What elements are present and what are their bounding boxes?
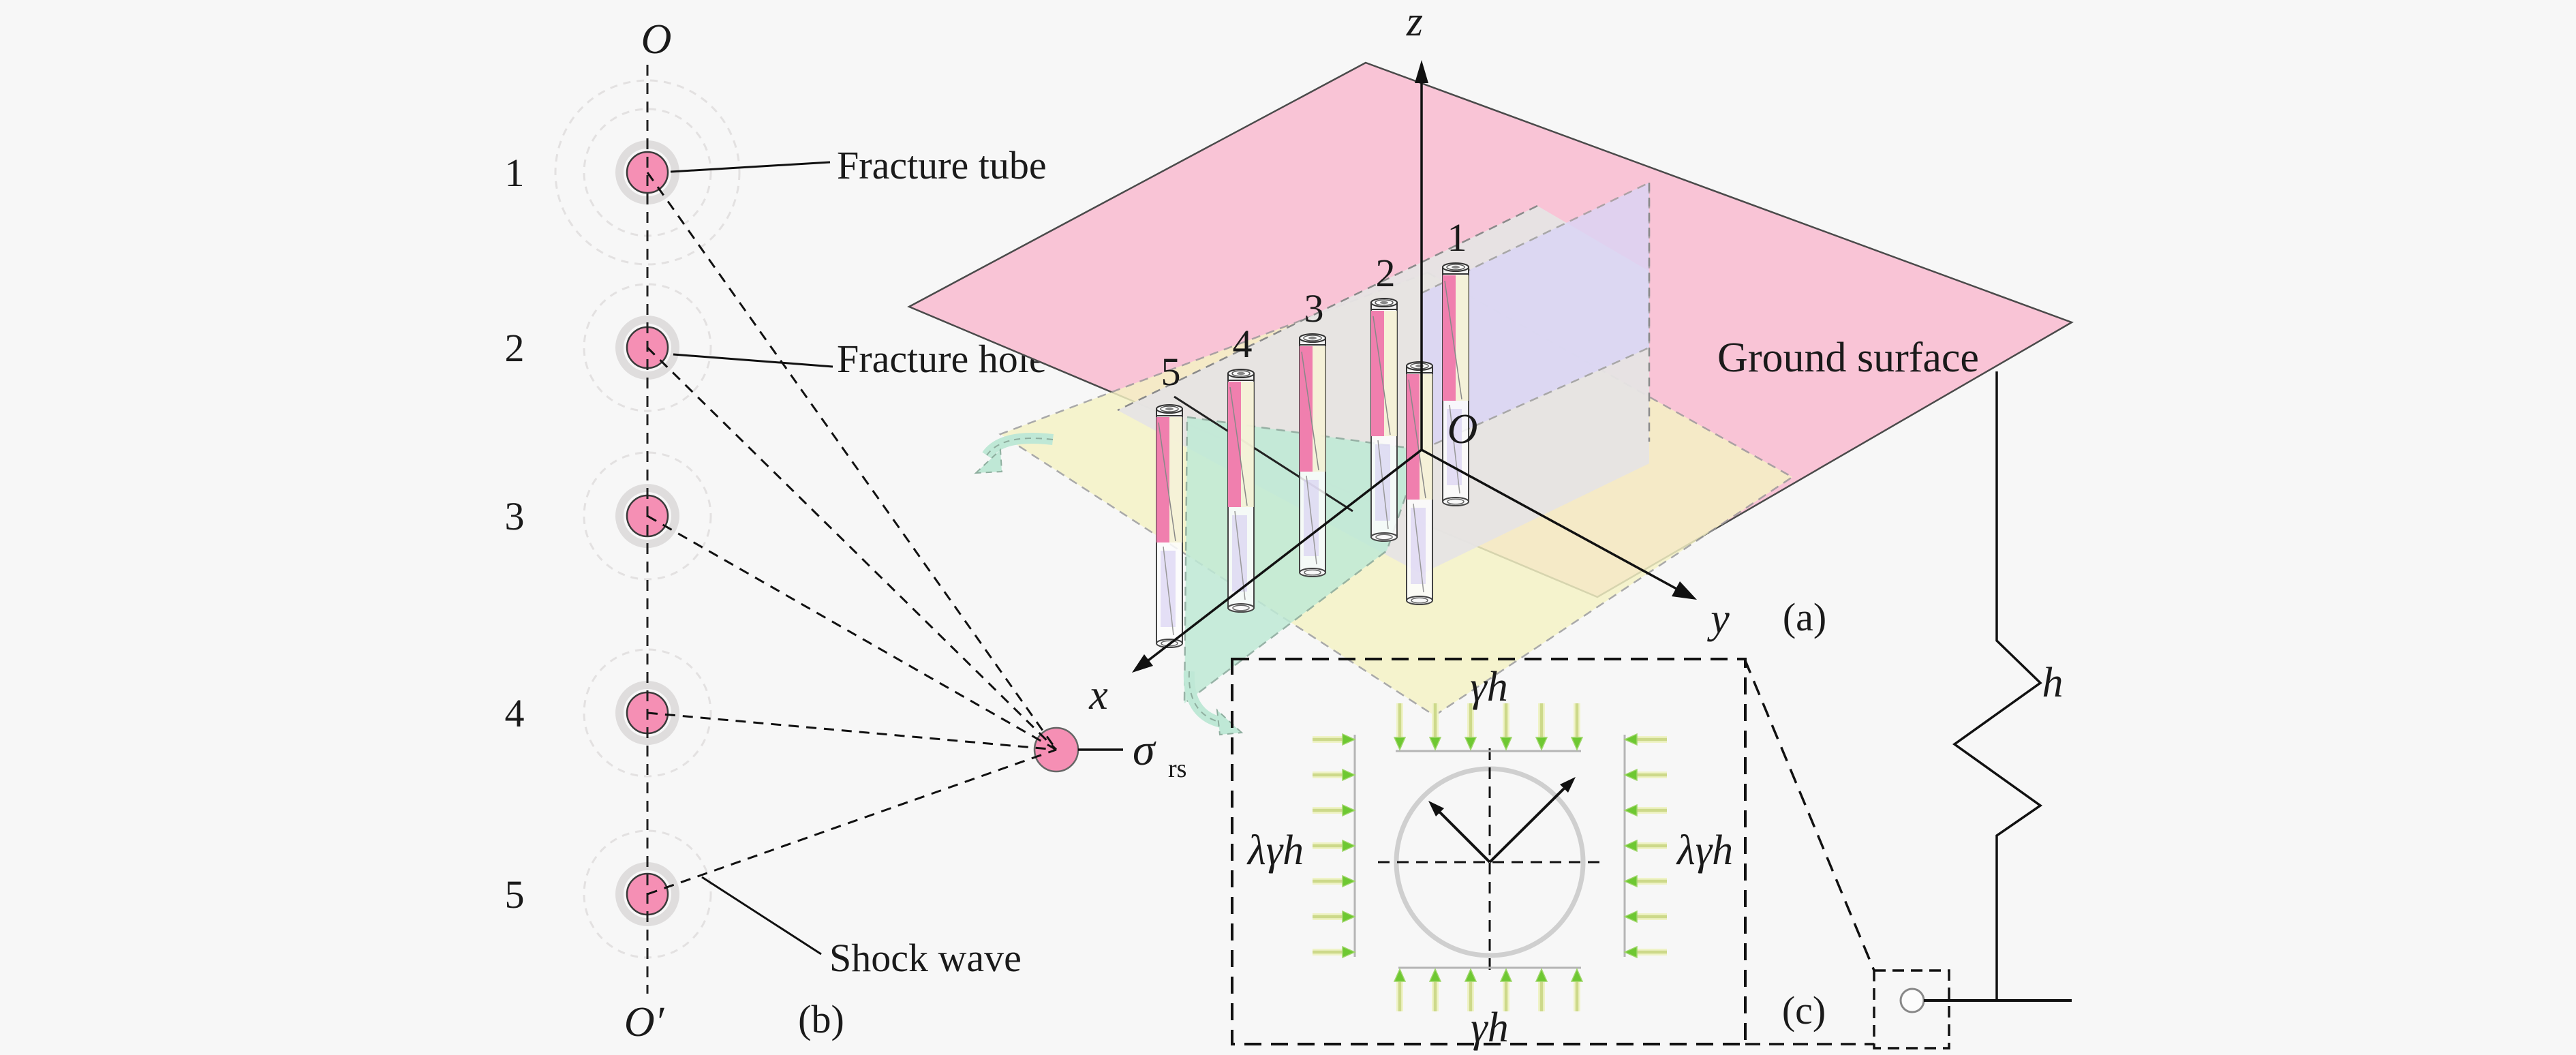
z-axis [1415, 60, 1428, 450]
fracture-tube-3d [1227, 369, 1255, 613]
fracture-tube-3d [1299, 333, 1326, 577]
hole-casing-ring [615, 316, 679, 380]
hole-to-sigma-leader [646, 172, 1058, 750]
shock-wave-ring [583, 283, 712, 412]
z-axis-arrowhead [1415, 60, 1428, 83]
zoom-leader-top [1743, 658, 1875, 971]
hole-to-sigma-leader [647, 712, 1057, 751]
hole-casing-ring [615, 681, 679, 745]
fracture-hole-item: 2 [505, 283, 712, 412]
axis-top-origin-label: O [641, 16, 672, 63]
tube-charge-column [1371, 311, 1384, 436]
distributed-load-arrows [1313, 703, 1667, 1011]
ground-surface-label: Ground surface [1717, 335, 1979, 381]
hole-to-sigma-leader [647, 515, 1057, 751]
fracture-hole-item: 4 [505, 648, 712, 778]
fracture-tube-3d [1442, 262, 1469, 506]
shockwave-leader-lines [646, 172, 1058, 896]
fracture-tube-3d [1406, 361, 1433, 605]
x-axis [1132, 448, 1423, 673]
tube-number-label: 1 [1447, 215, 1467, 260]
shock-wave-label: Shock wave [829, 936, 1022, 980]
shock-wave-ring [583, 451, 712, 581]
x-axis-arrowhead [1132, 654, 1153, 673]
sigma-rs-subscript: rs [1168, 754, 1186, 783]
detail-view-curved-arrow [1183, 671, 1244, 736]
y-axis-label: y [1706, 596, 1730, 642]
panel-c-stress-detail: γh γh λγh λγh (c) [1231, 658, 2072, 1051]
tube-charge-column-side [1241, 382, 1254, 507]
shock-wave-ring [583, 648, 712, 778]
fracture-tube-3d [1156, 404, 1183, 648]
sigma-rs-label: σ [1133, 725, 1156, 775]
hole-number-label: 5 [505, 872, 525, 917]
section-view-curved-arrow-left [974, 433, 1054, 474]
bottom-load-label: γh [1471, 1005, 1508, 1051]
panel-a-3d-scene: z x y O 1 2 3 4 5 Ground surface (a) h [907, 0, 2074, 1000]
top-load-label: γh [1470, 664, 1507, 710]
y-axis [1421, 448, 1697, 600]
detail-box-border [1231, 658, 1747, 1045]
tube-charge-column-side [1169, 417, 1182, 542]
panel-c-tag: (c) [1782, 988, 1826, 1033]
fracture-hole-item: 5 [505, 829, 712, 959]
tube-charge-column [1407, 374, 1420, 500]
fracture-holes-group: 1 2 3 4 5 [505, 79, 741, 959]
depth-dimension: h [1952, 371, 2064, 1000]
fracture-tube-label: Fracture tube [837, 143, 1047, 187]
tube-charge-column-side [1384, 311, 1397, 436]
tube-charge-column [1443, 275, 1456, 401]
fracture-tubes-3d-group [1156, 262, 1469, 648]
bottom-load-group [1393, 966, 1584, 1011]
hole-to-sigma-leader [647, 748, 1057, 896]
right-load-label: λγh [1676, 827, 1733, 874]
tube-charge-column [1300, 346, 1313, 472]
fracture-hole-item: 3 [505, 451, 712, 581]
panel-b-tag: (b) [798, 997, 844, 1041]
fracture-tube-3d [1370, 298, 1398, 542]
fracture-hole-item: 1 [505, 79, 741, 266]
floor-plane-edge-dashed [1117, 204, 1538, 412]
axis-bottom-origin-label: O′ [624, 999, 665, 1045]
z-axis-label: z [1406, 0, 1423, 45]
tube-charge-column [1228, 382, 1241, 507]
hole-number-label: 4 [505, 691, 525, 735]
hole-number-label: 1 [505, 151, 525, 195]
principal-stress-arrow-left [1428, 801, 1491, 863]
x-axis-label: x [1088, 672, 1108, 718]
depth-line-with-break [1952, 371, 2043, 1000]
y-axis-arrowhead [1672, 581, 1697, 600]
tube-number-label: 4 [1233, 322, 1253, 366]
right-load-group [1623, 733, 1667, 959]
tube-number-labels: 1 2 3 4 5 [1161, 215, 1467, 394]
panel-a-tag: (a) [1783, 595, 1826, 639]
tube-charge-column-side [1456, 275, 1469, 401]
top-load-group [1393, 703, 1584, 752]
tube-number-label: 2 [1376, 251, 1396, 295]
tube-charge-column [1156, 417, 1169, 542]
shock-wave-leader [701, 876, 822, 955]
hole-at-depth-circle [1899, 988, 1925, 1013]
hole-number-label: 2 [505, 326, 525, 370]
principal-stress-arrow-right [1488, 777, 1576, 863]
left-load-label: λγh [1246, 827, 1304, 874]
tube-number-label: 5 [1161, 350, 1181, 394]
depth-label: h [2042, 660, 2064, 706]
origin-label: O [1447, 406, 1478, 453]
fracture-tube-leader [670, 161, 831, 173]
tube-charge-column-side [1313, 346, 1325, 472]
tube-number-label: 3 [1304, 286, 1324, 331]
left-load-group [1313, 733, 1356, 959]
zoom-source-box [1873, 969, 1950, 1050]
hole-number-label: 3 [505, 494, 525, 538]
hole-to-sigma-leader [646, 346, 1058, 751]
fracture-hole-leader [673, 353, 833, 368]
